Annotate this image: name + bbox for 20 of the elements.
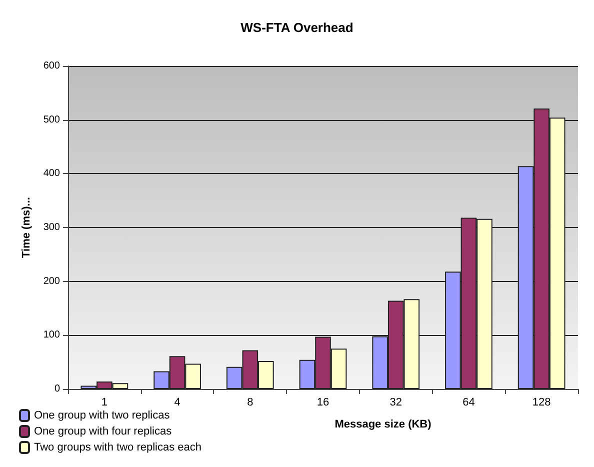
x-tick-label: 4 xyxy=(174,396,180,408)
x-tick-label: 64 xyxy=(462,396,475,408)
x-tick-label: 128 xyxy=(532,396,551,408)
x-tick-label: 32 xyxy=(390,396,402,408)
y-tick-label: 600 xyxy=(43,60,60,72)
y-tick-label: 100 xyxy=(43,330,60,341)
chart-title: WS-FTA Overhead xyxy=(240,20,354,35)
x-axis-title: Message size (KB) xyxy=(334,418,432,430)
legend-label: One group with two replicas xyxy=(34,410,170,422)
x-tick-label: 8 xyxy=(247,396,254,408)
y-tick-label: 0 xyxy=(54,384,60,394)
legend-label: Two groups with two replicas each xyxy=(34,442,202,454)
y-tick-label: 200 xyxy=(43,276,60,287)
x-tick-label: 1 xyxy=(101,396,108,408)
y-tick-label: 400 xyxy=(43,168,60,180)
legend-label: One group with four replicas xyxy=(34,426,172,438)
y-tick-label: 500 xyxy=(43,114,60,126)
y-tick-label: 300 xyxy=(43,222,60,233)
y-axis-title: Time (ms)... xyxy=(20,197,32,258)
x-tick-label: 16 xyxy=(316,396,330,408)
